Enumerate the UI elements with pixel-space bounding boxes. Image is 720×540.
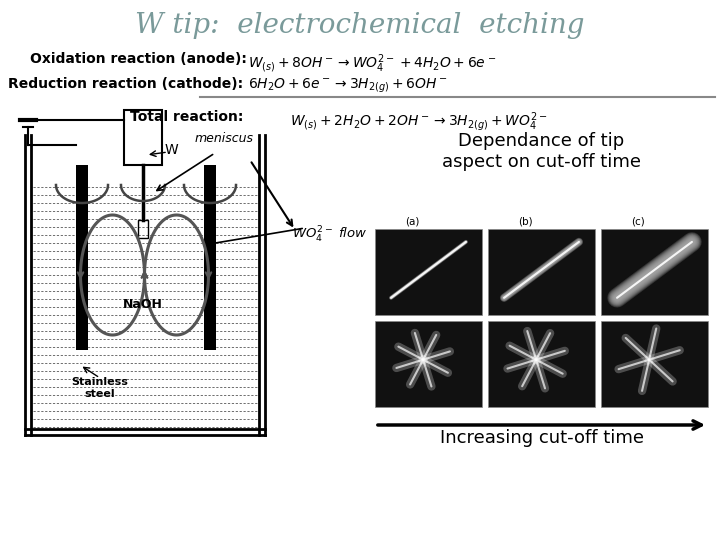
Text: (b): (b) bbox=[518, 217, 533, 227]
Text: NaOH: NaOH bbox=[123, 299, 163, 312]
Bar bbox=[76, 165, 88, 350]
Text: $6H_2O + 6e^- \rightarrow 3H_{2(g)} + 6OH^-$: $6H_2O + 6e^- \rightarrow 3H_{2(g)} + 6O… bbox=[248, 77, 448, 95]
Text: Increasing cut-off time: Increasing cut-off time bbox=[439, 429, 644, 447]
Bar bbox=[375, 229, 482, 315]
Text: Stainless
steel: Stainless steel bbox=[71, 377, 128, 399]
Bar bbox=[601, 229, 708, 315]
Text: Total reaction:: Total reaction: bbox=[130, 110, 243, 124]
Text: W tip:  electrochemical  etching: W tip: electrochemical etching bbox=[135, 12, 585, 39]
Text: (a): (a) bbox=[405, 217, 420, 227]
Bar bbox=[488, 321, 595, 407]
Bar bbox=[204, 165, 216, 350]
Text: Dependance of tip
aspect on cut-off time: Dependance of tip aspect on cut-off time bbox=[442, 132, 641, 171]
Bar bbox=[375, 321, 482, 407]
Text: (c): (c) bbox=[631, 217, 645, 227]
Text: $WO_4^{2-}$ $flow$: $WO_4^{2-}$ $flow$ bbox=[292, 225, 367, 245]
Bar bbox=[124, 110, 162, 165]
Text: Reduction reaction (cathode):: Reduction reaction (cathode): bbox=[8, 77, 248, 91]
Bar bbox=[138, 220, 148, 238]
Text: Oxidation reaction (anode):: Oxidation reaction (anode): bbox=[30, 52, 252, 66]
Text: meniscus: meniscus bbox=[195, 132, 254, 145]
Bar bbox=[488, 229, 595, 315]
Text: W: W bbox=[165, 143, 179, 157]
Text: $W_{(s)} + 2H_2O + 2OH^- \rightarrow 3H_{2(g)} + WO_4^{2-}$: $W_{(s)} + 2H_2O + 2OH^- \rightarrow 3H_… bbox=[290, 110, 547, 133]
Bar bbox=[601, 321, 708, 407]
Text: $W_{(s)} + 8OH^- \rightarrow WO_4^{2-} +4H_2O + 6e^-$: $W_{(s)} + 8OH^- \rightarrow WO_4^{2-} +… bbox=[248, 52, 496, 75]
